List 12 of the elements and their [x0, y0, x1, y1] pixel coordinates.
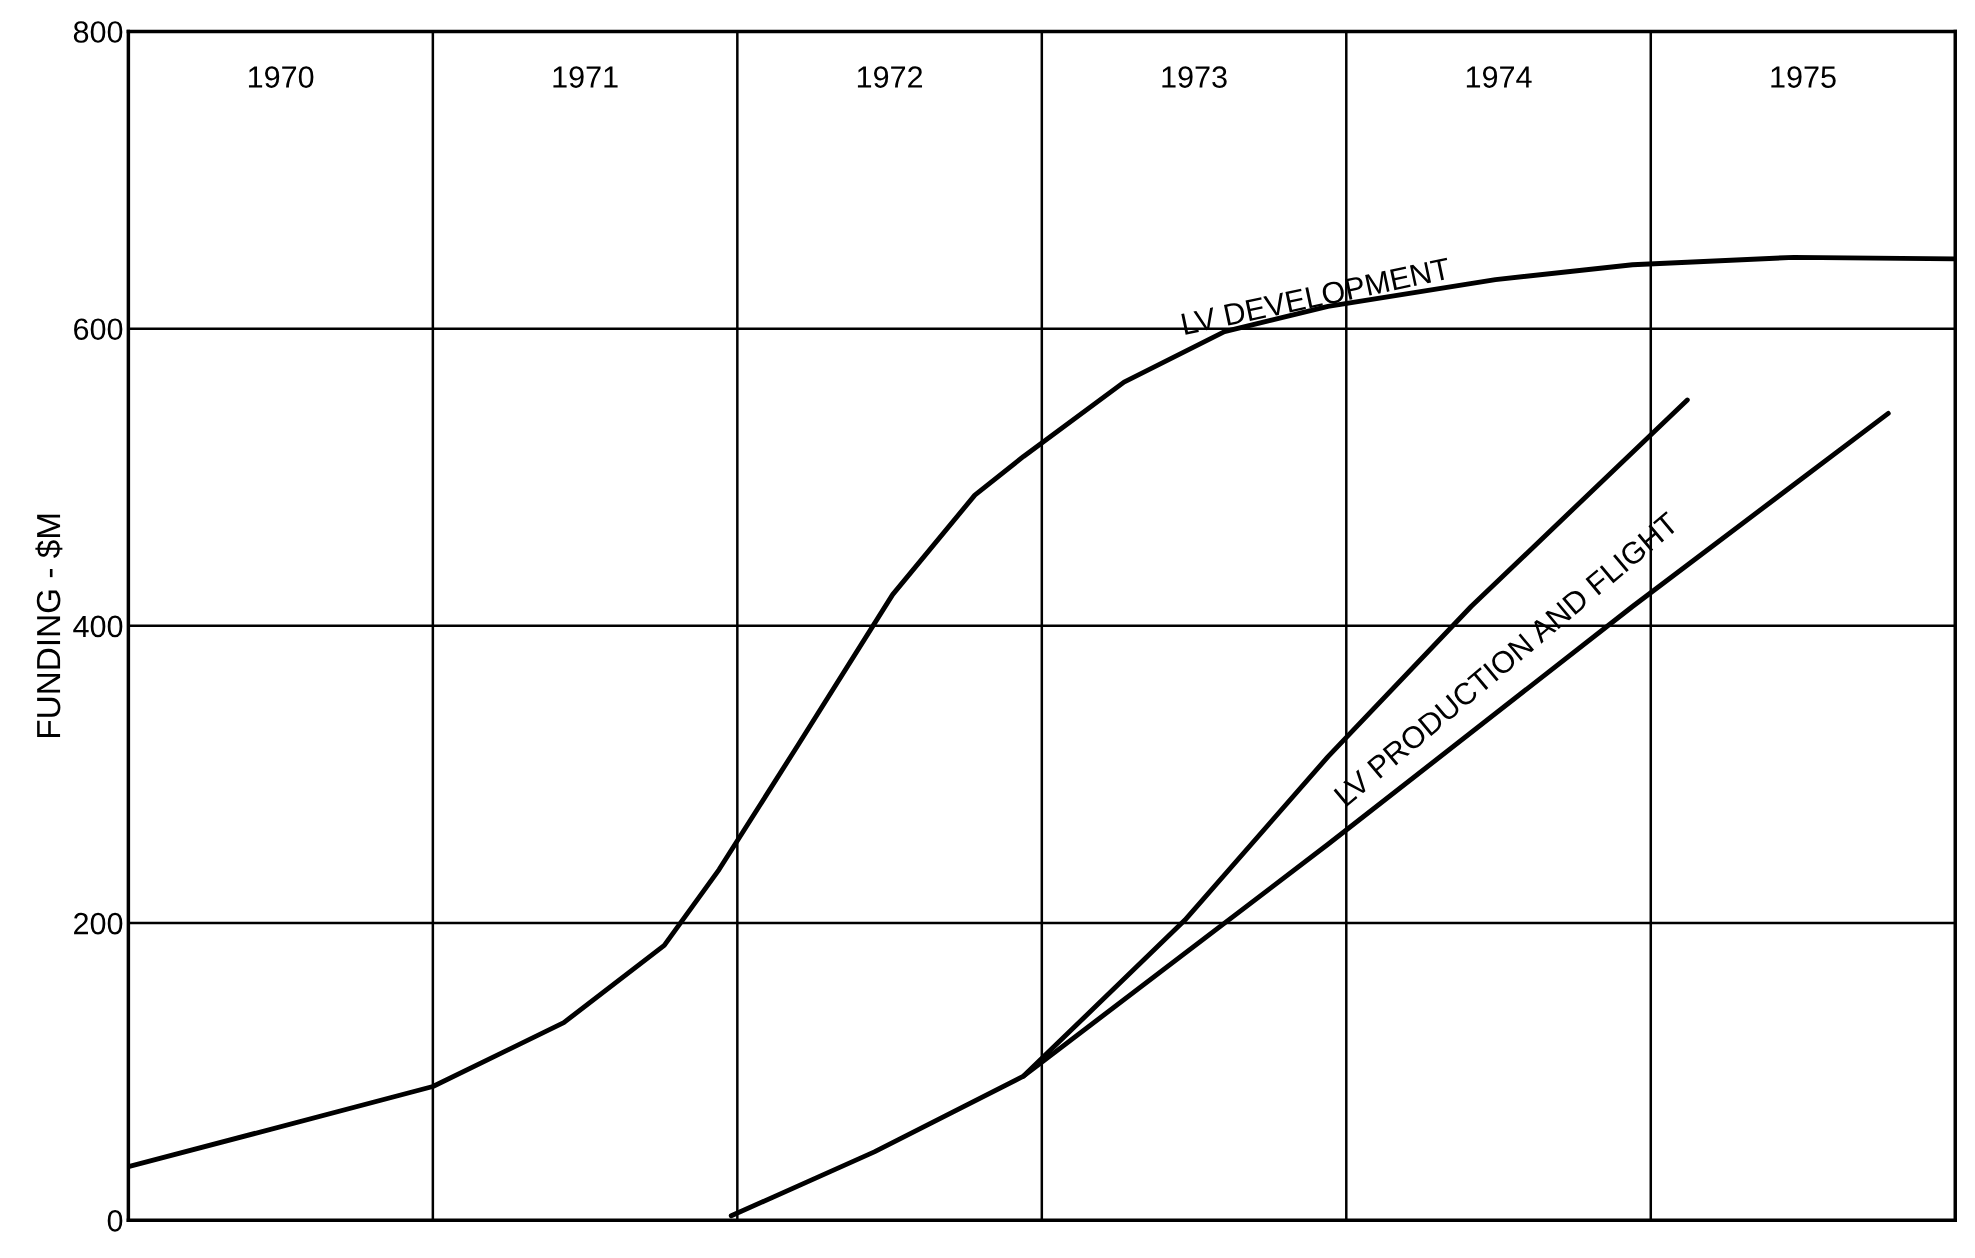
x-tick-label: 1973 [1162, 66, 1227, 88]
x-tick-label: 1975 [1771, 66, 1836, 88]
x-tick-label: 1974 [1466, 66, 1532, 88]
y-tick-label: 600 [74, 318, 123, 341]
y-tick-label: 400 [73, 615, 123, 638]
y-tick-label: 800 [73, 21, 123, 43]
y-axis-title: FUNDING - $M [35, 514, 63, 737]
y-tick-label: 200 [74, 912, 123, 935]
x-tick-label: 1972 [857, 66, 923, 88]
y-tick-label: 0 [107, 1210, 123, 1232]
x-tick-label: 1971 [553, 66, 618, 88]
x-tick-label: 1970 [248, 66, 314, 88]
